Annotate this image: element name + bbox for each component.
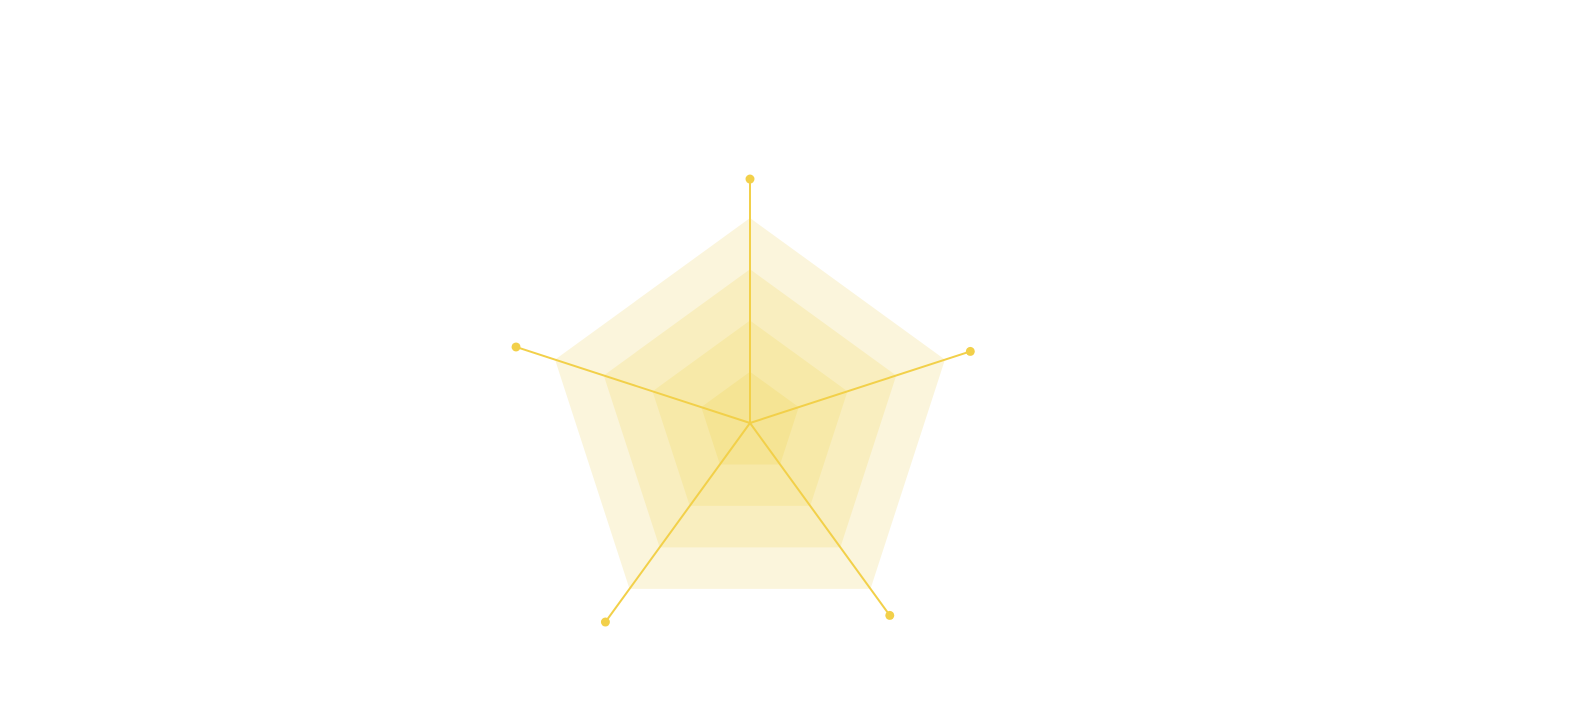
series-0-point-4[interactable] [511,342,521,352]
series-0-spoke-4 [515,346,751,424]
series-0-spoke-3 [604,422,751,623]
series-0-point-2[interactable] [885,610,895,620]
series-0-point-3[interactable] [600,617,610,627]
series-0-spoke-2 [749,422,891,616]
radar-series [511,174,975,627]
series-0-point-0[interactable] [745,174,755,184]
series-0-point-1[interactable] [965,346,975,356]
series-0-spoke-1 [749,350,971,424]
